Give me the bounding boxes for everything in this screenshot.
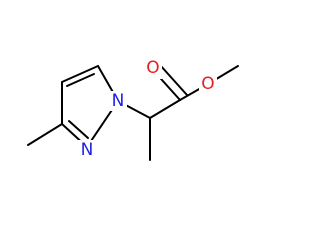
atom-label: N: [81, 140, 94, 160]
bond: [149, 99, 181, 119]
bond: [68, 120, 89, 139]
atom-label: O: [146, 58, 159, 78]
label-background: [78, 140, 96, 160]
bond: [66, 73, 95, 87]
label-background: [144, 59, 162, 79]
structure-diagram: N N O O: [0, 0, 250, 250]
bond: [159, 64, 188, 96]
label-background: [199, 74, 217, 94]
atom-labels: N N O O: [78, 58, 217, 160]
atom-label: O: [201, 74, 214, 94]
atom-label: N: [112, 91, 125, 111]
bond: [61, 65, 99, 83]
bond: [27, 123, 63, 146]
background: [0, 0, 250, 250]
label-background: [109, 91, 127, 111]
